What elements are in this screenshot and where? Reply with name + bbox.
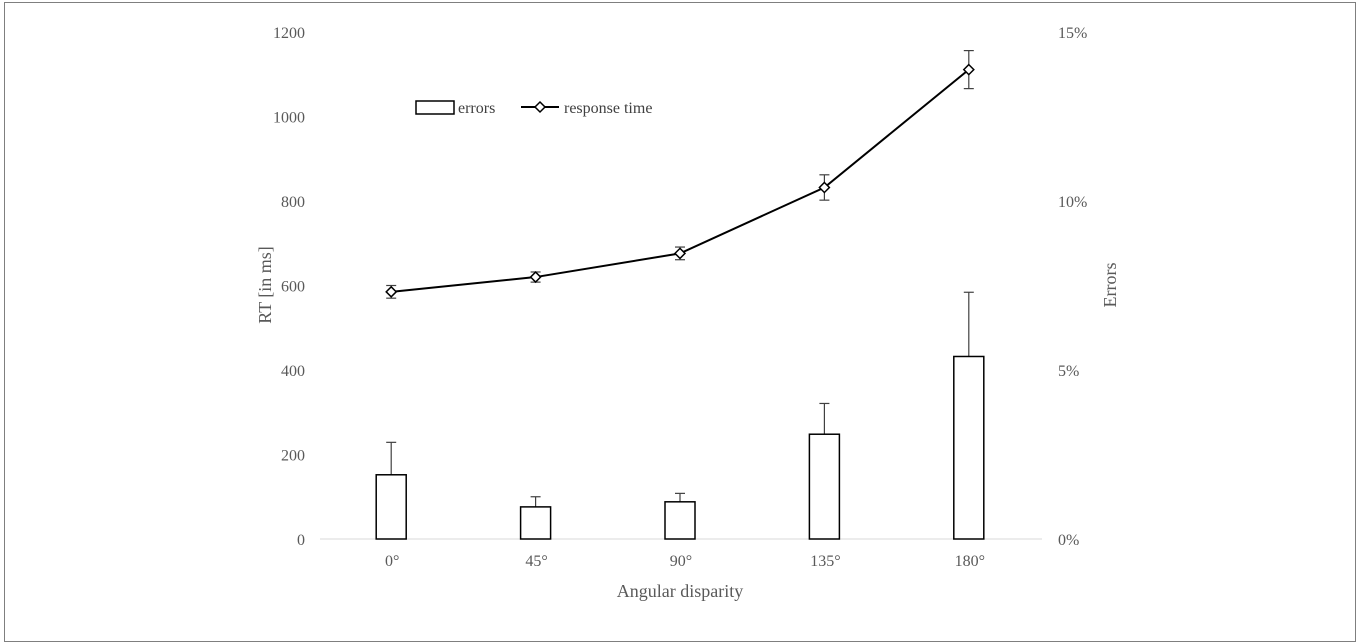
- y-tick-label: 800: [281, 194, 305, 211]
- legend-errors-label: errors: [458, 100, 495, 117]
- response-time-series: [385, 49, 975, 299]
- y2-tick-label: 15%: [1058, 25, 1087, 42]
- y-tick-label: 600: [281, 279, 305, 296]
- error-bar: [375, 474, 407, 540]
- error-bar: [953, 355, 985, 540]
- x-tick-label: 0°: [385, 553, 399, 570]
- legend: errors response time: [415, 100, 652, 117]
- legend-response-time-marker: [533, 100, 547, 114]
- y-axis-title: RT [in ms]: [255, 246, 275, 324]
- response-time-marker: [529, 270, 542, 284]
- response-time-marker: [673, 247, 687, 260]
- y2-axis-title: Errors: [1100, 263, 1120, 308]
- x-axis-title: Angular disparity: [617, 581, 743, 601]
- x-tick-label: 180°: [955, 553, 985, 570]
- response-time-marker: [818, 181, 831, 194]
- legend-response-time-label: response time: [564, 100, 652, 117]
- legend-errors-swatch: [415, 100, 455, 115]
- y2-tick-label: 0%: [1058, 532, 1079, 549]
- y-tick-label: 0: [297, 532, 305, 549]
- y-tick-label: 1000: [273, 110, 305, 127]
- response-time-marker: [385, 285, 398, 298]
- y2-tick-label: 10%: [1058, 194, 1087, 211]
- x-tick-label: 90°: [670, 553, 692, 570]
- x-tick-label: 135°: [810, 553, 840, 570]
- y-tick-label: 200: [281, 448, 305, 465]
- x-axis-ticks: 0° 45° 90° 135° 180°: [385, 553, 985, 570]
- x-tick-label: 45°: [525, 553, 547, 570]
- error-bar: [664, 501, 696, 540]
- chart: 0 200 400 600 800 1000 1200 0% 5% 10% 15% 0° 45° 90…: [255, 25, 1120, 601]
- error-bars-series: [375, 291, 985, 540]
- left-axis-ticks: 0 200 400 600 800 1000 1200: [273, 25, 305, 549]
- y-tick-label: 1200: [273, 25, 305, 42]
- error-bar: [519, 506, 552, 540]
- response-time-marker: [962, 63, 975, 76]
- y-tick-label: 400: [281, 363, 305, 380]
- right-axis-ticks: 0% 5% 10% 15%: [1058, 25, 1087, 549]
- error-bar: [808, 433, 841, 540]
- y2-tick-label: 5%: [1058, 363, 1079, 380]
